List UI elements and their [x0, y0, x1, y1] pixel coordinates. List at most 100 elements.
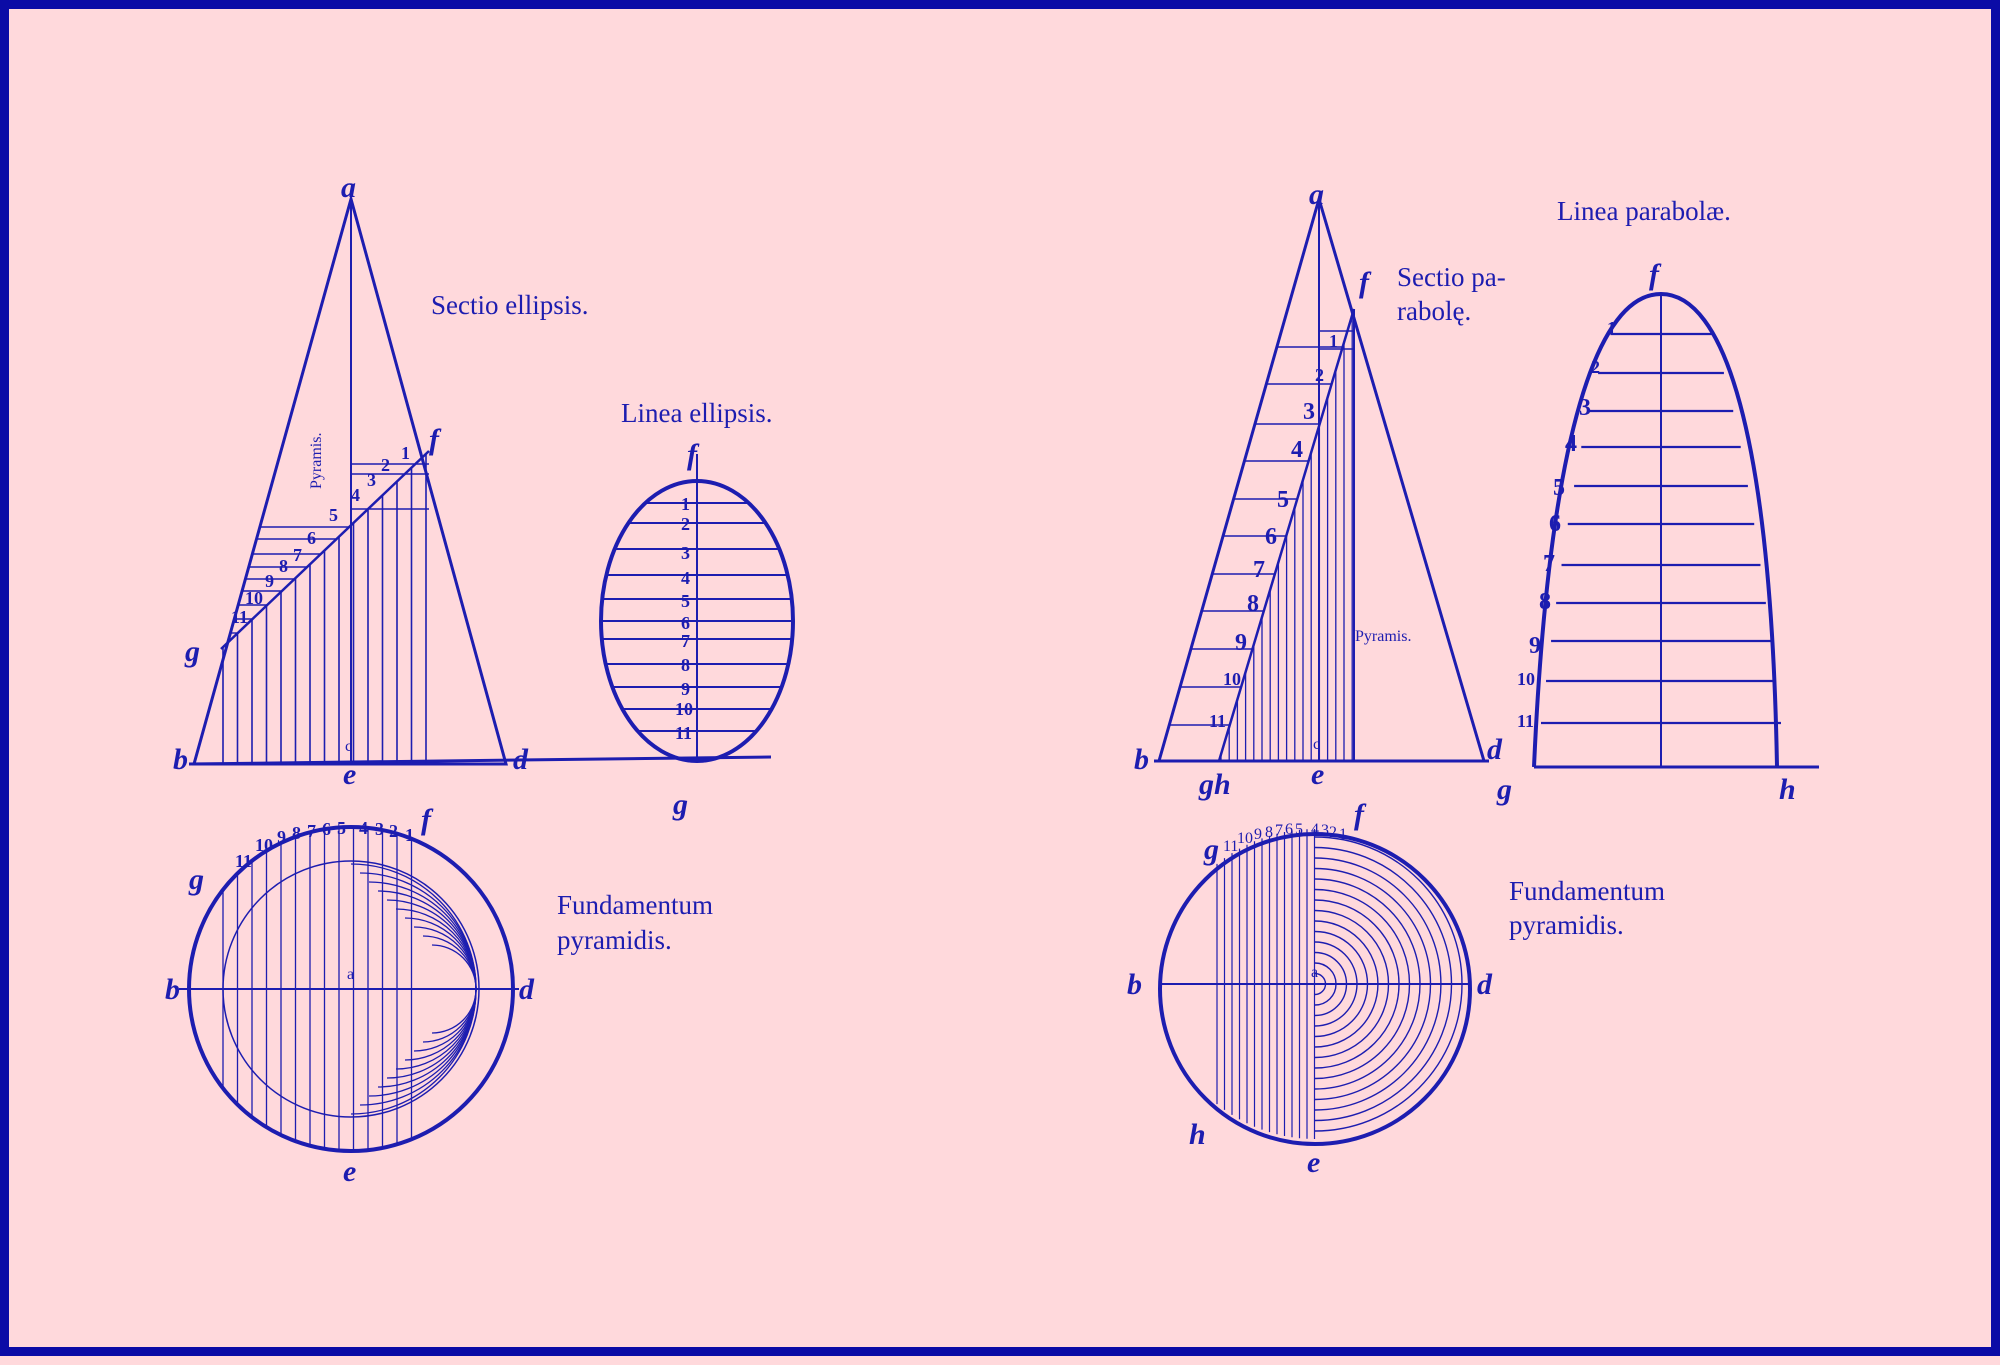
- base-point-e: e: [343, 1155, 356, 1188]
- right-base-num: 4: [1311, 821, 1319, 838]
- left-base-num: 10: [255, 835, 273, 855]
- left-section-num: 11: [231, 607, 248, 627]
- base-arc: [1314, 941, 1358, 1027]
- right-section-num: 8: [1247, 591, 1259, 617]
- parabola-num: 9: [1529, 633, 1541, 659]
- ellipse-num: 11: [675, 723, 692, 743]
- parabola-num: 8: [1539, 589, 1551, 615]
- left-base-num: 6: [322, 819, 331, 839]
- parabola-section-title-line1: Sectio pa-: [1397, 262, 1506, 292]
- left-base-num: 5: [337, 818, 346, 838]
- parabola-curve: [1532, 291, 1779, 768]
- left-base-num: 2: [389, 821, 398, 841]
- right-point-b: b: [1134, 743, 1149, 776]
- right-pyramid-label: Pyramis.: [1355, 628, 1411, 645]
- base-point-b: b: [165, 973, 180, 1006]
- base-point-a: a: [347, 966, 354, 983]
- base-arc: [1314, 962, 1337, 1006]
- base-arc: [1314, 972, 1327, 996]
- ellipse-num: 5: [681, 591, 690, 611]
- right-base-hatching: [1216, 829, 1316, 1139]
- ellipse-num: 4: [681, 568, 690, 588]
- parabola-section-title-line2: rabolę.: [1397, 296, 1471, 326]
- parabola-point-g: g: [1496, 773, 1512, 806]
- numbered-labels: 1 2 3 4 5 6 7 8 9 10 11 11 10 9 8 7 6 5 …: [231, 318, 1616, 871]
- right-base-num: 3: [1321, 822, 1329, 839]
- parabola-num: 11: [1517, 711, 1534, 731]
- parabola-chords: [1541, 332, 1781, 725]
- right-horizontal-lines: [1169, 330, 1354, 726]
- base-arc: [1314, 920, 1379, 1048]
- base-arc: [1314, 909, 1390, 1059]
- conic-sections-figure: Sectio ellipsis. Linea ellipsis. Fundame…: [165, 171, 1819, 1188]
- base-point-g: g: [188, 863, 204, 896]
- ellipse-num: 1: [681, 494, 690, 514]
- left-base-title-line2: pyramidis.: [557, 925, 672, 955]
- left-section-num: 10: [245, 588, 263, 608]
- right-base-title-line2: pyramidis.: [1509, 910, 1624, 940]
- parabola-num: 1: [1607, 318, 1616, 338]
- left-horizontal-lines: [230, 463, 429, 634]
- left-pyramid-label: Pyramis.: [308, 433, 325, 489]
- base-point-f: f: [421, 803, 434, 836]
- right-base-point-d: d: [1477, 968, 1493, 1001]
- ellipse-plate: [179, 193, 795, 1153]
- right-base-num: 9: [1254, 826, 1262, 843]
- left-section-num: 9: [265, 571, 274, 591]
- left-section-num: 8: [279, 556, 288, 576]
- left-point-e: e: [343, 758, 356, 791]
- left-base-num: 4: [359, 818, 368, 838]
- parabola-num: 2: [1591, 357, 1600, 377]
- parabola-point-h: h: [1779, 773, 1796, 806]
- left-point-d: d: [513, 743, 529, 776]
- parabola-num: 6: [1549, 511, 1561, 537]
- parabola-curve-title: Linea parabolæ.: [1557, 196, 1731, 226]
- right-section-num: 1: [1329, 331, 1338, 351]
- left-point-f: f: [429, 423, 442, 456]
- ellipse-num: 8: [681, 655, 690, 675]
- left-base-num: 11: [235, 851, 252, 871]
- ellipse-num: 3: [681, 543, 690, 563]
- ellipse-num: 10: [675, 699, 693, 719]
- left-base-arcs: [350, 863, 477, 1115]
- right-base-num: 7: [1275, 822, 1283, 839]
- right-base-point-g: g: [1203, 833, 1219, 866]
- base-arc: [1314, 846, 1453, 1122]
- right-base-num: 6: [1285, 821, 1293, 838]
- base-arc: [1314, 888, 1411, 1080]
- right-point-e: e: [1311, 758, 1324, 791]
- right-section-num: 10: [1223, 669, 1241, 689]
- left-point-b: b: [173, 743, 188, 776]
- left-base-hatching: [222, 827, 413, 1151]
- base-arc: [1314, 867, 1432, 1101]
- left-section-num: 2: [381, 455, 390, 475]
- left-base-title-line1: Fundamentum: [557, 890, 713, 920]
- parabola-num: 7: [1543, 551, 1555, 577]
- right-base-num: 10: [1237, 830, 1253, 847]
- right-base-arcs: [1314, 836, 1463, 1132]
- base-arc: [1314, 878, 1421, 1090]
- right-base-title-line1: Fundamentum: [1509, 876, 1665, 906]
- left-section-num: 1: [401, 443, 410, 463]
- right-section-num: 3: [1303, 399, 1315, 425]
- ellipse-section-line: [220, 450, 430, 650]
- base-arc: [1314, 930, 1369, 1038]
- left-section-num: 4: [351, 485, 360, 505]
- left-vertical-hatching: [222, 453, 427, 764]
- right-section-num: 4: [1291, 437, 1303, 463]
- ellipse-num: 2: [681, 514, 690, 534]
- right-section-num: 2: [1315, 365, 1324, 385]
- right-base-point-f: f: [1354, 798, 1367, 831]
- parabola-num: 10: [1517, 669, 1535, 689]
- left-point-c: c: [345, 738, 352, 755]
- base-arc: [1314, 899, 1400, 1069]
- right-point-f: f: [1359, 266, 1372, 299]
- left-point-a: a: [341, 171, 356, 204]
- right-base-point-e: e: [1307, 1146, 1320, 1179]
- parabola-num: 5: [1553, 475, 1565, 501]
- ellipse-num: 6: [681, 613, 690, 633]
- right-base-num: 5: [1295, 821, 1303, 838]
- right-base-point-b: b: [1127, 968, 1142, 1001]
- left-section-num: 3: [367, 470, 376, 490]
- ellipse-point-f: f: [687, 438, 700, 471]
